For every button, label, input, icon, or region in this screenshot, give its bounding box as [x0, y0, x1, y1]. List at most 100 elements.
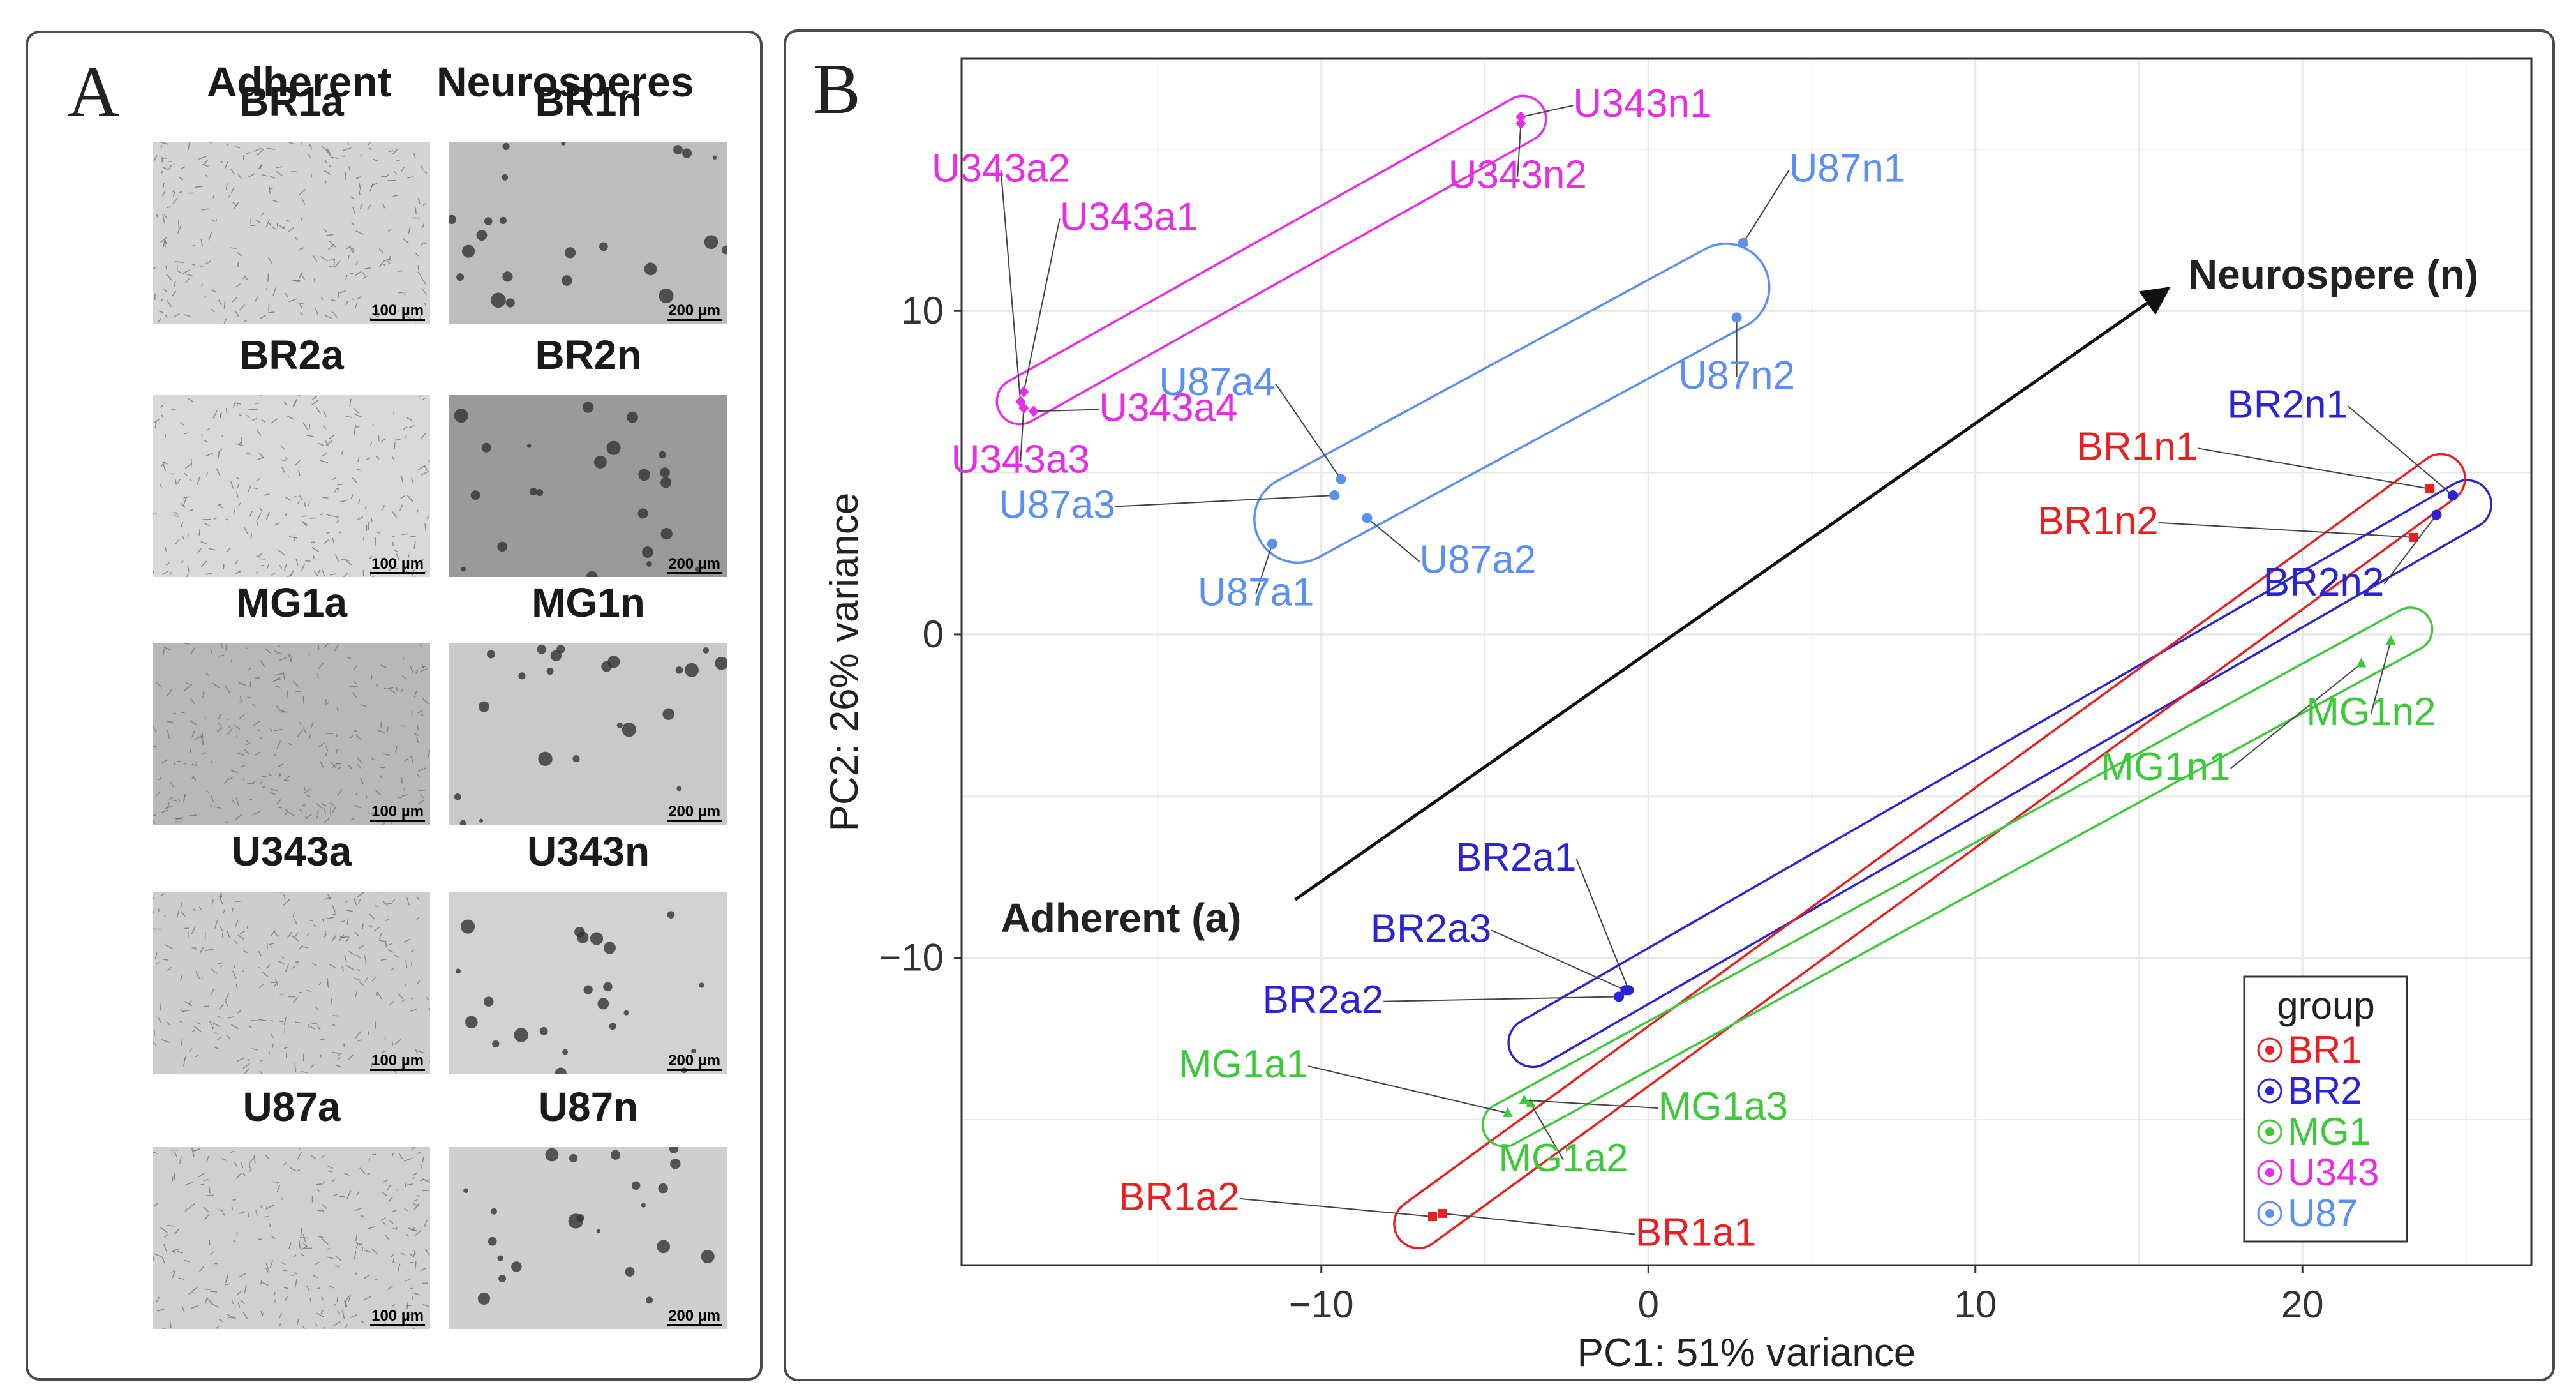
scale-bar-label: 200 µm — [667, 302, 722, 321]
point-label: U343a3 — [951, 438, 1090, 482]
x-tick-label: 20 — [2281, 1283, 2324, 1326]
group-outline-br1 — [1393, 453, 2466, 1250]
legend-key — [2257, 1201, 2282, 1226]
scale-bar-label: 200 µm — [667, 1307, 722, 1326]
point-label: U343n2 — [1448, 153, 1587, 197]
point-leader-line — [1023, 218, 1061, 393]
point-leader-line — [1491, 929, 1626, 991]
legend-key — [2257, 1160, 2282, 1185]
point-leader-line — [1383, 996, 1619, 1002]
point-leader-line — [1275, 383, 1342, 480]
data-point — [1267, 539, 1277, 550]
micrograph-label: MG1n — [532, 580, 645, 626]
point-leader-line — [1366, 517, 1420, 562]
legend-key-dot — [2265, 1168, 2274, 1177]
scale-bar-label: 200 µm — [667, 555, 722, 574]
data-point — [2448, 490, 2458, 501]
data-point — [1018, 386, 1029, 398]
point-label: BR2n1 — [2227, 382, 2348, 426]
data-point — [1028, 405, 1039, 417]
data-point — [1502, 1107, 1513, 1117]
panel-b: B −10 0 10 20 −10 0 10 PC1: 51% variance PC2: 26… — [784, 29, 2555, 1381]
point-label: U87n2 — [1678, 354, 1795, 398]
plot-frame — [960, 57, 2533, 1266]
point-leader-line — [2230, 663, 2362, 769]
panel-b-letter: B — [813, 50, 861, 129]
point-label: MG1n1 — [2101, 745, 2230, 789]
micrograph-label: BR2n — [535, 332, 642, 378]
point-label: BR1n2 — [2037, 499, 2159, 543]
point-leader-line — [1521, 105, 1574, 118]
scale-bar-label: 100 µm — [370, 803, 425, 822]
point-leader-line — [1442, 1212, 1635, 1235]
group-outline-br2 — [1507, 479, 2492, 1069]
point-leader-line — [2158, 522, 2414, 538]
legend-key — [2257, 1119, 2282, 1145]
point-label: MG1a3 — [1658, 1085, 1788, 1129]
legend-entry: U87 — [2288, 1192, 2358, 1235]
y-axis-title: PC2: 26% variance — [823, 493, 867, 832]
point-leader-line — [1530, 1103, 1564, 1160]
legend-key — [2257, 1037, 2282, 1063]
micrograph-label: U343a — [231, 829, 352, 874]
data-point — [1428, 1212, 1437, 1221]
micrograph-label: U87n — [538, 1084, 639, 1130]
scale-bar-label: 100 µm — [370, 1307, 425, 1326]
panel-a: A Adherent Neurosperes BR1a 100 µm BR1n 200… — [26, 31, 763, 1381]
micrograph-image: 100 µm — [153, 395, 430, 577]
point-label: BR2n2 — [2263, 560, 2385, 604]
legend-key-dot — [2265, 1209, 2274, 1218]
micrograph-label: BR1n — [535, 79, 642, 124]
point-label: BR1a2 — [1119, 1175, 1240, 1219]
scale-bar-label: 200 µm — [667, 803, 722, 822]
group-outline-u87 — [1253, 243, 1771, 564]
point-leader-line — [2198, 447, 2431, 490]
point-label: BR1a1 — [1635, 1211, 1757, 1255]
data-point — [1018, 402, 1029, 414]
data-point — [1525, 1097, 1536, 1107]
micrograph-label: BR2a — [239, 332, 344, 378]
data-point — [1329, 490, 1340, 501]
data-point — [1362, 513, 1373, 523]
data-point — [1336, 474, 1346, 484]
point-label: U87a3 — [999, 483, 1115, 527]
point-label: U343a4 — [1099, 386, 1237, 430]
micrograph-image: 100 µm — [153, 142, 430, 324]
micrograph-image: 100 µm — [153, 1147, 430, 1329]
annotation-neurosphere: Neurospere (n) — [2188, 251, 2478, 297]
point-label: MG1n2 — [2306, 690, 2436, 734]
scale-bar-label: 100 µm — [370, 555, 425, 574]
micrograph-label: U87a — [242, 1084, 341, 1130]
point-label: U87a4 — [1159, 360, 1276, 404]
data-point — [2356, 657, 2367, 668]
scale-bar-label: 100 µm — [370, 302, 425, 321]
point-label: BR1n1 — [2077, 424, 2198, 469]
legend-key — [2257, 1078, 2282, 1104]
data-point — [1515, 111, 1526, 123]
legend-entry: BR2 — [2288, 1069, 2362, 1112]
point-leader-line — [1308, 1065, 1508, 1114]
point-leader-line — [1115, 495, 1335, 507]
point-label: U343a1 — [1060, 195, 1198, 239]
micrograph-image: 200 µm — [449, 892, 727, 1074]
point-label: U87a1 — [1198, 570, 1314, 614]
x-axis-title: PC1: 51% variance — [1577, 1331, 1916, 1375]
micrograph-image: 200 µm — [449, 643, 727, 825]
point-leader-line — [2348, 405, 2453, 496]
point-label: BR2a3 — [1371, 906, 1492, 950]
annotation-adherent: Adherent (a) — [1001, 895, 1242, 941]
data-point — [1614, 991, 1625, 1002]
point-label: U87n1 — [1789, 147, 1906, 191]
micrograph-image: 200 µm — [449, 1147, 727, 1329]
data-point — [2431, 509, 2442, 520]
pca-scatter-plot: −10 0 10 20 −10 0 10 PC1: 51% variance PC2: 26% … — [823, 57, 2533, 1375]
x-tick-label: 0 — [1638, 1283, 1659, 1326]
data-point — [2385, 635, 2396, 645]
y-tick-label: 10 — [901, 289, 944, 332]
point-leader-line — [2383, 514, 2438, 585]
neurospheres-column-header: Neurosperes — [436, 58, 694, 105]
x-tick-label: 10 — [1954, 1283, 1997, 1326]
legend-entry: BR1 — [2288, 1028, 2362, 1071]
point-label: BR2a1 — [1456, 836, 1577, 880]
data-point — [1620, 985, 1631, 996]
